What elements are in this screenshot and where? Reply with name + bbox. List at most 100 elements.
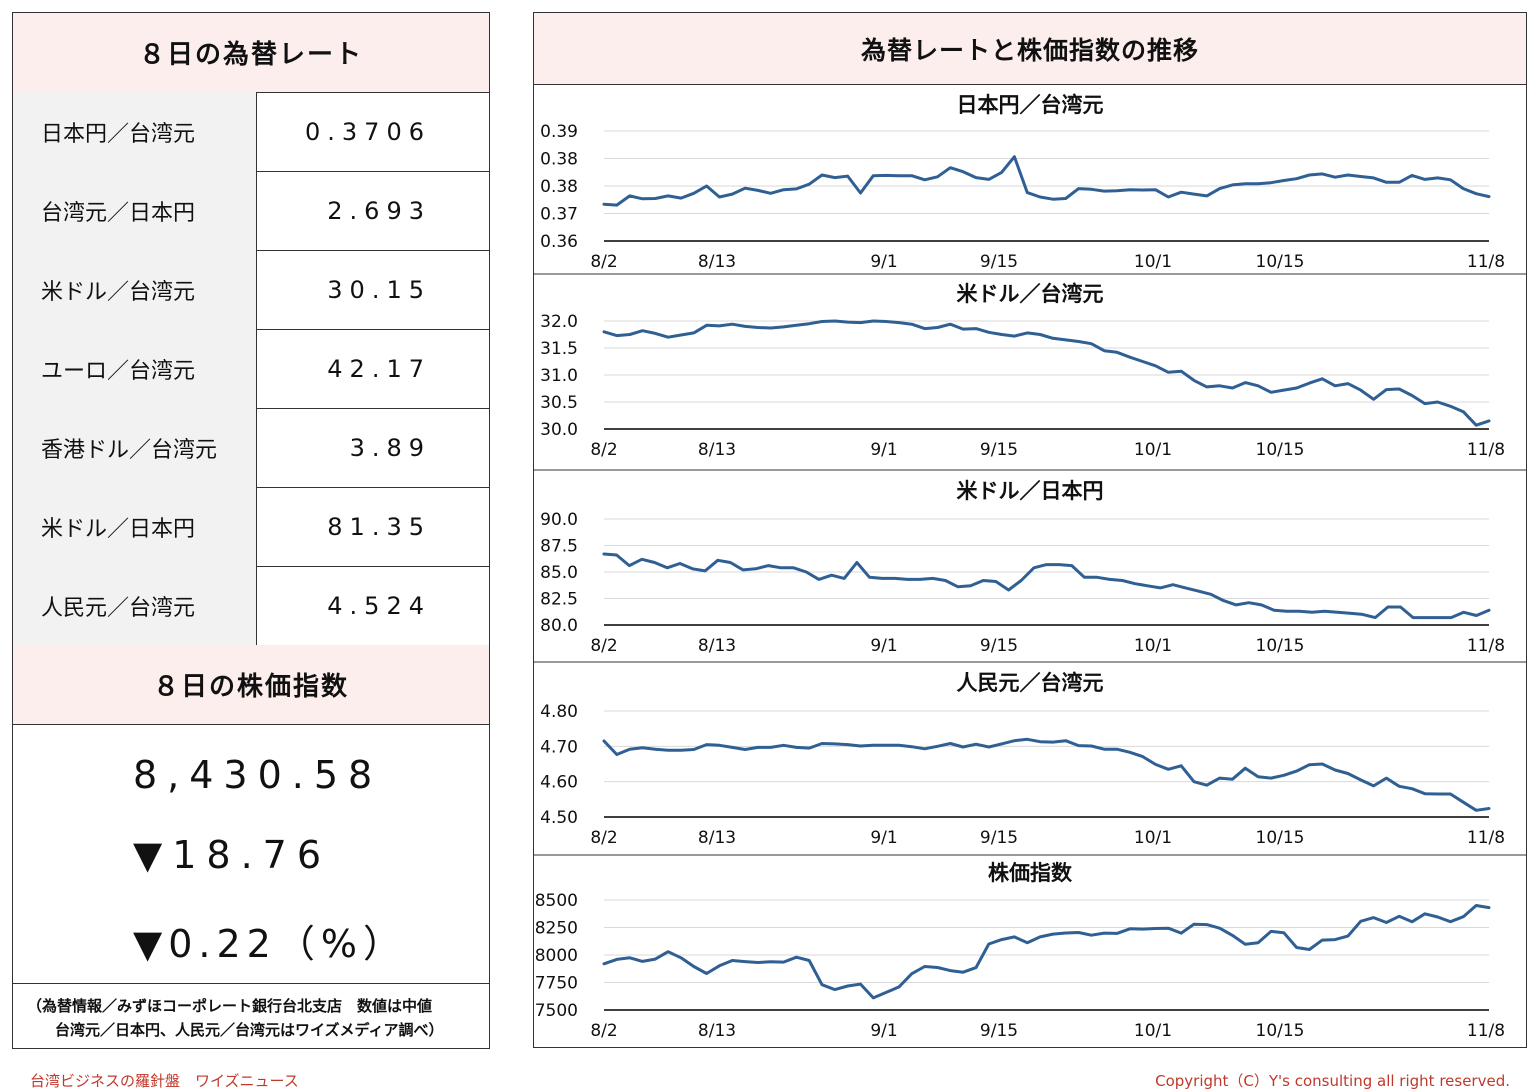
rates-header: ８日の為替レート (13, 13, 489, 93)
x-tick-label: 8/13 (698, 636, 736, 656)
y-tick-label: 80.0 (540, 616, 578, 636)
x-tick-label: 9/15 (980, 252, 1018, 272)
chart-title: 人民元／台湾元 (957, 671, 1104, 695)
y-tick-label: 4.60 (540, 773, 578, 793)
x-tick-label: 9/1 (870, 1021, 897, 1041)
x-tick-label: 11/8 (1467, 636, 1505, 656)
rate-label: 人民元／台湾元 (13, 566, 257, 645)
rates-table: ８日の為替レート 日本円／台湾元 0.3706 台湾元／日本円 2.693 米ド… (12, 12, 490, 1049)
rate-value: 30.15 (327, 275, 431, 304)
y-tick-label: 4.80 (540, 702, 578, 722)
rate-row: 米ドル／日本円 81.35 (13, 487, 489, 567)
y-tick-label: 30.5 (540, 393, 578, 413)
x-tick-label: 8/13 (698, 440, 736, 460)
rate-value: 3.89 (349, 433, 431, 462)
rate-label: 米ドル／日本円 (13, 487, 257, 566)
charts-title: 為替レートと株価指数の推移 (534, 13, 1526, 85)
rate-label: 香港ドル／台湾元 (13, 408, 257, 487)
y-tick-label: 0.38 (540, 150, 578, 170)
y-tick-label: 7500 (535, 1001, 578, 1021)
y-tick-label: 8000 (535, 946, 578, 966)
rate-value: 81.35 (327, 512, 431, 541)
y-tick-label: 0.38 (540, 177, 578, 197)
rate-row: 人民元／台湾元 4.524 (13, 566, 489, 646)
x-tick-label: 10/1 (1134, 252, 1172, 272)
stock-index-value: 8,430.58 (133, 753, 383, 797)
x-tick-label: 10/15 (1256, 828, 1305, 848)
y-tick-label: 8500 (535, 891, 578, 911)
y-tick-label: 90.0 (540, 510, 578, 530)
x-tick-label: 8/2 (590, 636, 617, 656)
rate-row: 米ドル／台湾元 30.15 (13, 250, 489, 330)
x-tick-label: 11/8 (1467, 252, 1505, 272)
x-tick-label: 11/8 (1467, 440, 1505, 460)
rate-label: ユーロ／台湾元 (13, 329, 257, 408)
x-tick-label: 9/15 (980, 636, 1018, 656)
stock-index-change-pct: ▼0.22（%） (133, 922, 407, 966)
rate-label: 米ドル／台湾元 (13, 250, 257, 329)
y-tick-label: 7750 (535, 974, 578, 994)
y-tick-label: 4.70 (540, 737, 578, 757)
chart-title: 株価指数 (988, 861, 1073, 885)
x-tick-label: 8/13 (698, 828, 736, 848)
x-tick-label: 10/1 (1134, 1021, 1172, 1041)
series-line (602, 552, 1491, 620)
footer-brand: 台湾ビジネスの羅針盤 ワイズニュース (30, 1072, 299, 1090)
trend-charts-panel: 為替レートと株価指数の推移 日本円／台湾元 0.39 0.38 0.38 0.37 0.3… (533, 12, 1527, 1048)
stock-header: ８日の株価指数 (13, 645, 489, 725)
x-tick-label: 9/15 (980, 440, 1018, 460)
x-tick-label: 10/1 (1134, 636, 1172, 656)
rate-value: 42.17 (327, 354, 431, 383)
series-line (602, 904, 1491, 1000)
y-tick-label: 0.39 (540, 122, 578, 142)
x-tick-label: 8/13 (698, 1021, 736, 1041)
rate-label: 日本円／台湾元 (13, 92, 257, 171)
rate-value: 2.693 (327, 196, 431, 225)
x-tick-label: 10/1 (1134, 440, 1172, 460)
x-tick-label: 8/2 (590, 252, 617, 272)
series-line (602, 319, 1491, 427)
x-tick-label: 9/1 (870, 636, 897, 656)
series-line (602, 155, 1491, 207)
rate-row: 台湾元／日本円 2.693 (13, 171, 489, 251)
x-tick-label: 10/1 (1134, 828, 1172, 848)
source-note-line1: （為替情報／みずほコーポレート銀行台北支店 数値は中値 (27, 997, 433, 1015)
source-note-line2: 台湾元／日本円、人民元／台湾元はワイズメディア調べ） (55, 1021, 444, 1039)
x-tick-label: 8/2 (590, 1021, 617, 1041)
x-tick-label: 10/15 (1256, 636, 1305, 656)
y-tick-label: 4.50 (540, 808, 578, 828)
y-tick-label: 31.0 (540, 366, 578, 386)
footer-copyright: Copyright（C）Y's consulting all right res… (1155, 1072, 1510, 1090)
x-tick-label: 11/8 (1467, 828, 1505, 848)
x-tick-label: 8/2 (590, 828, 617, 848)
x-tick-label: 10/15 (1256, 1021, 1305, 1041)
x-tick-label: 9/15 (980, 828, 1018, 848)
y-tick-label: 8250 (535, 919, 578, 939)
chart-title: 米ドル／日本円 (957, 479, 1104, 503)
rate-row: ユーロ／台湾元 42.17 (13, 329, 489, 409)
x-tick-label: 9/1 (870, 252, 897, 272)
x-tick-label: 9/1 (870, 440, 897, 460)
y-tick-label: 87.5 (540, 537, 578, 557)
stock-index-change: ▼18.76 (133, 833, 332, 877)
rate-row: 香港ドル／台湾元 3.89 (13, 408, 489, 488)
x-tick-label: 10/15 (1256, 440, 1305, 460)
rate-row: 日本円／台湾元 0.3706 (13, 92, 489, 172)
x-tick-label: 9/1 (870, 828, 897, 848)
x-tick-label: 8/13 (698, 252, 736, 272)
x-tick-label: 11/8 (1467, 1021, 1505, 1041)
x-tick-label: 9/15 (980, 1021, 1018, 1041)
charts-svg: 日本円／台湾元 0.39 0.38 0.38 0.37 0.36 8/2 8/13 9/1 9/1… (534, 93, 1526, 1041)
y-tick-label: 30.0 (540, 420, 578, 440)
chart-title: 米ドル／台湾元 (957, 282, 1104, 306)
y-tick-label: 82.5 (540, 590, 578, 610)
y-tick-label: 32.0 (540, 312, 578, 332)
rate-value: 0.3706 (305, 117, 431, 146)
series-line (602, 737, 1491, 812)
x-tick-label: 8/2 (590, 440, 617, 460)
y-tick-label: 0.37 (540, 205, 578, 225)
y-tick-label: 31.5 (540, 339, 578, 359)
rate-value: 4.524 (327, 591, 431, 620)
divider (13, 983, 489, 984)
y-tick-label: 85.0 (540, 563, 578, 583)
